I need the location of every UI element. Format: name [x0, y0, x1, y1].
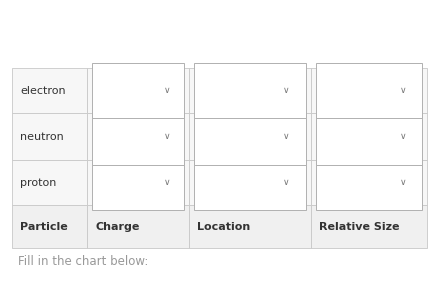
Bar [12, 113, 87, 160]
Bar [189, 68, 310, 113]
Text: ∨: ∨ [282, 86, 289, 95]
Text: Charge: Charge [95, 222, 139, 231]
Bar [92, 155, 184, 210]
Bar [310, 68, 426, 113]
Text: ∨: ∨ [399, 178, 405, 187]
Text: ∨: ∨ [164, 132, 170, 141]
Text: ∨: ∨ [164, 86, 170, 95]
Bar [310, 113, 426, 160]
Bar [310, 205, 426, 248]
Text: Particle: Particle [20, 222, 67, 231]
Text: ∨: ∨ [399, 132, 405, 141]
Text: Relative Size: Relative Size [318, 222, 399, 231]
Bar [87, 113, 189, 160]
Bar [194, 155, 305, 210]
Bar [87, 205, 189, 248]
Text: ∨: ∨ [164, 178, 170, 187]
Bar [310, 160, 426, 205]
Bar [189, 205, 310, 248]
Bar [315, 155, 421, 210]
Bar [189, 160, 310, 205]
Bar [194, 63, 305, 118]
Bar [12, 160, 87, 205]
Text: ∨: ∨ [282, 178, 289, 187]
Bar [92, 108, 184, 165]
Bar [12, 205, 87, 248]
Text: neutron: neutron [20, 131, 64, 142]
Bar [189, 113, 310, 160]
Bar [12, 68, 87, 113]
Bar [315, 63, 421, 118]
Text: Fill in the chart below:: Fill in the chart below: [18, 255, 148, 268]
Bar [87, 160, 189, 205]
Bar [194, 108, 305, 165]
Bar [315, 108, 421, 165]
Text: proton: proton [20, 177, 56, 188]
Text: Location: Location [197, 222, 250, 231]
Bar [92, 63, 184, 118]
Text: ∨: ∨ [399, 86, 405, 95]
Text: ∨: ∨ [282, 132, 289, 141]
Bar [87, 68, 189, 113]
Text: electron: electron [20, 86, 65, 95]
